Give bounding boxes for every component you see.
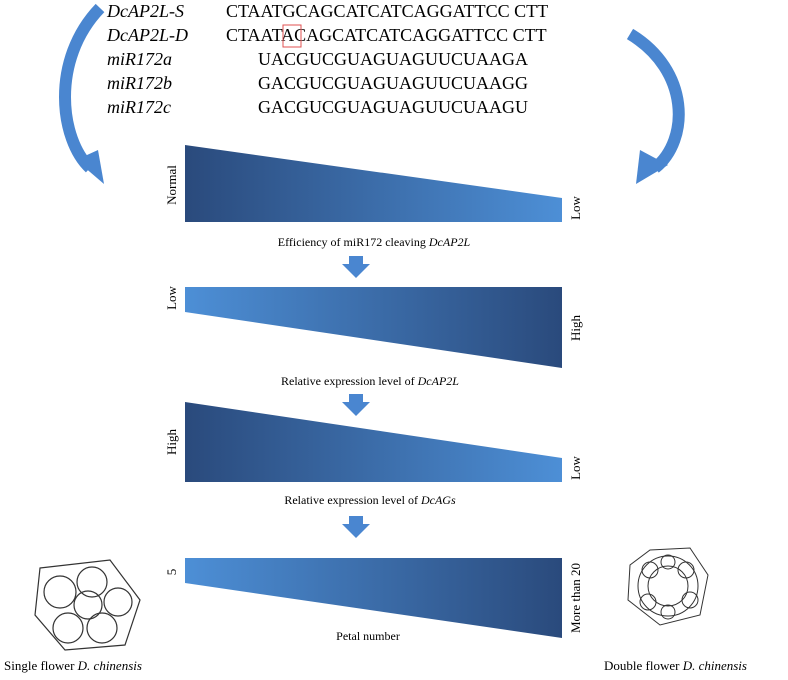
down-arrows	[342, 256, 370, 538]
mirna-seq: GACGUCGUAGUAGUUCUAAGU	[258, 97, 528, 117]
left-label: 5	[164, 569, 179, 576]
left-label: Low	[164, 285, 179, 309]
arrow-head	[76, 150, 104, 184]
right-label: Low	[568, 455, 583, 479]
caption: Petal number	[336, 629, 400, 643]
single-flower	[34, 559, 141, 651]
right-label: High	[568, 315, 583, 342]
curved-arrow	[626, 28, 685, 173]
mirna-label: miR172b	[107, 73, 172, 93]
caption: Relative expression level of DcAGs	[284, 493, 456, 507]
flower-label: Double flower D. chinensis	[604, 658, 747, 673]
mirna-label: miR172c	[107, 97, 171, 117]
wedge	[185, 558, 562, 638]
wedge	[185, 287, 562, 368]
sequence: CTAATGCAGCATCATCAGGATTCC CTT	[226, 1, 548, 21]
caption: Efficiency of miR172 cleaving DcAP2L	[278, 235, 471, 249]
sequence: CTAATACAGCATCATCAGGATTCC CTT	[226, 25, 547, 45]
right-label: Low	[568, 195, 583, 219]
mirna-seq: UACGUCGUAGUAGUUCUAAGA	[258, 49, 528, 69]
caption: Relative expression level of DcAP2L	[281, 374, 459, 388]
curved-arrow	[59, 3, 105, 173]
right-label: More than 20	[568, 563, 583, 633]
left-label: Normal	[164, 165, 179, 205]
wedge	[185, 145, 562, 222]
left-label: High	[164, 429, 179, 456]
flower-label: Single flower D. chinensis	[4, 658, 142, 673]
double-flower	[627, 547, 709, 626]
mutation-box	[282, 24, 302, 48]
mirna-label: miR172a	[107, 49, 172, 69]
mirna-seq: GACGUCGUAGUAGUUCUAAGG	[258, 73, 528, 93]
arrow-head	[636, 150, 668, 184]
wedge	[185, 402, 562, 482]
seq-label: DcAP2L-S	[106, 1, 184, 21]
seq-label: DcAP2L-D	[106, 25, 188, 45]
